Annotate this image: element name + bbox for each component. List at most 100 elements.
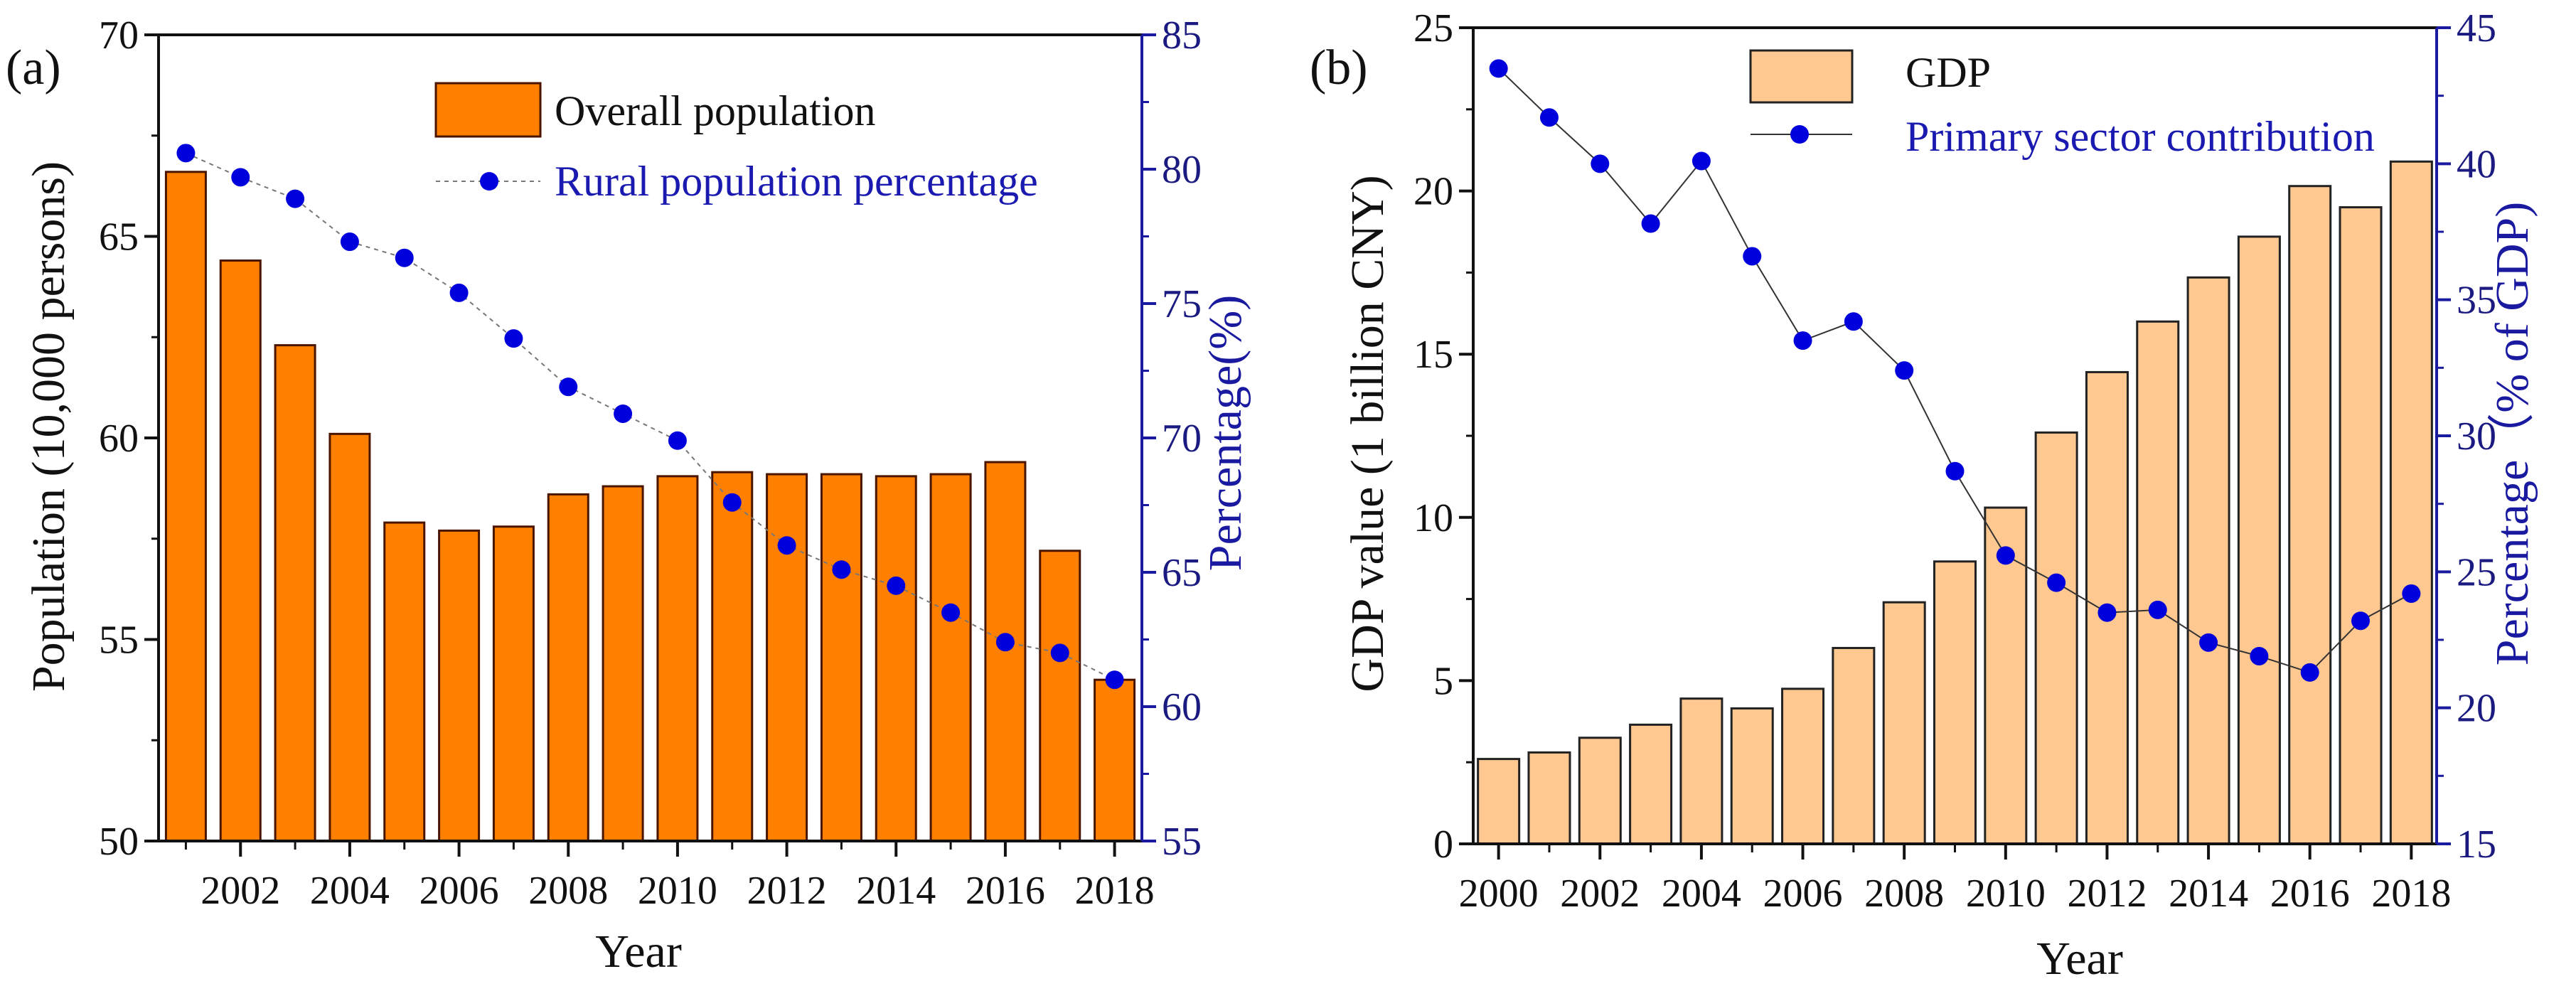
legend-bar-label: GDP [1906,49,1991,96]
point-2003 [286,189,305,208]
point-2000 [1489,59,1508,78]
y-tick-label: 50 [99,820,139,864]
bar-2014 [2186,276,2230,845]
bar-2006 [1781,687,1825,845]
point-2004 [1691,151,1711,171]
y-right-tick-label: 45 [2457,6,2496,50]
y-right-tick-label: 70 [1162,417,1202,461]
y-right-tick-label: 65 [1162,551,1202,595]
bar-2015 [2237,235,2281,845]
bar-2008 [547,493,589,842]
y-right-tick-label: 15 [2457,823,2496,867]
bar-2012 [766,473,808,842]
point-2014 [2199,633,2218,652]
legend-bar-swatch [1749,49,1854,104]
x-tick-label: 2014 [856,869,936,913]
point-2015 [941,603,961,622]
panel-label: (a) [6,41,61,95]
point-2006 [1793,331,1812,350]
legend-marker [1790,125,1809,144]
legend-line-label: Primary sector contribution [1906,113,2375,160]
point-2009 [1945,461,1965,481]
x-tick-label: 2002 [1560,872,1640,916]
bar-2009 [602,485,644,842]
point-2016 [995,633,1015,652]
bar-2007 [1832,646,1876,845]
point-2012 [777,536,796,555]
bar-2017 [2339,206,2383,845]
x-tick-label: 2008 [1864,872,1944,916]
point-2001 [176,144,196,163]
y-axis-title: GDP value (1 billion CNY) [1342,175,1394,692]
y-right-tick-label: 85 [1162,14,1202,58]
series-line [186,152,1116,681]
bar-2003 [274,344,316,842]
legend-marker [480,172,498,191]
x-tick-label: 2010 [1966,872,2046,916]
bar-2013 [2136,320,2180,845]
y-tick-label: 65 [99,215,139,259]
y-tick-label: 5 [1433,659,1453,703]
point-2014 [887,576,906,595]
x-axis-title: Year [595,926,682,978]
x-tick-label: 2018 [2371,872,2451,916]
point-2007 [504,329,523,348]
legend-bar-label: Overall population [555,87,876,134]
panel-label: (b) [1310,41,1368,95]
bar-2018 [1094,678,1136,842]
legend-line-label: Rural population percentage [555,158,1038,205]
point-2006 [449,283,469,302]
point-2003 [1641,214,1660,233]
y-right-tick-label: 25 [2457,550,2496,594]
point-2004 [340,232,359,252]
x-tick-label: 2006 [419,869,499,913]
bar-2005 [383,521,426,842]
point-2007 [1844,312,1863,331]
point-2002 [1591,154,1610,173]
bar-2015 [929,473,972,842]
point-2016 [2300,663,2319,682]
y-tick-label: 10 [1413,496,1453,540]
panel-a: 50 55 60 65 70 55 60 65 70 75 80 85 2002 2004 2006 2008… [6,14,1251,978]
point-2013 [832,560,851,579]
y-right-tick-label: 40 [2457,142,2496,186]
point-2005 [395,248,414,267]
bar-2009 [1933,560,1977,845]
x-tick-label: 2016 [966,869,1045,913]
bar-2006 [438,529,481,842]
point-2002 [231,168,250,187]
bar-2005 [1730,707,1774,845]
y-tick-label: 70 [99,14,139,58]
x-tick-label: 2018 [1075,869,1155,913]
bar-2010 [656,475,699,842]
x-tick-label: 2012 [2067,872,2147,916]
bar-2011 [711,471,754,842]
y-right-tick-label: 80 [1162,148,1202,192]
bar-2002 [219,259,262,842]
y-tick-label: 0 [1433,823,1453,867]
bar-2016 [2288,185,2332,845]
x-tick-label: 2000 [1459,872,1539,916]
point-2017 [1050,643,1069,663]
bar-2018 [2389,160,2433,845]
y-tick-label: 20 [1413,170,1453,214]
point-2008 [1895,361,1914,380]
y-right-tick-label: 30 [2457,414,2496,459]
x-tick-label: 2004 [310,869,390,913]
x-tick-label: 2008 [528,869,608,913]
legend-bar-swatch [434,82,542,138]
y-right-tick-label: 35 [2457,279,2496,323]
x-tick-label: 2012 [747,869,827,913]
y-axis-title: Population (10,000 persons) [23,161,75,692]
bar-2004 [328,432,371,842]
y-right-tick-label: 55 [1162,820,1202,864]
point-2001 [1539,108,1559,127]
bar-2016 [984,461,1027,842]
x-tick-label: 2004 [1662,872,1741,916]
legend: GDP Primary sector contribution [1749,49,2375,160]
point-2005 [1743,247,1762,266]
bar-2004 [1679,697,1723,845]
bar-2001 [1527,751,1571,845]
bar-2000 [1477,758,1521,845]
